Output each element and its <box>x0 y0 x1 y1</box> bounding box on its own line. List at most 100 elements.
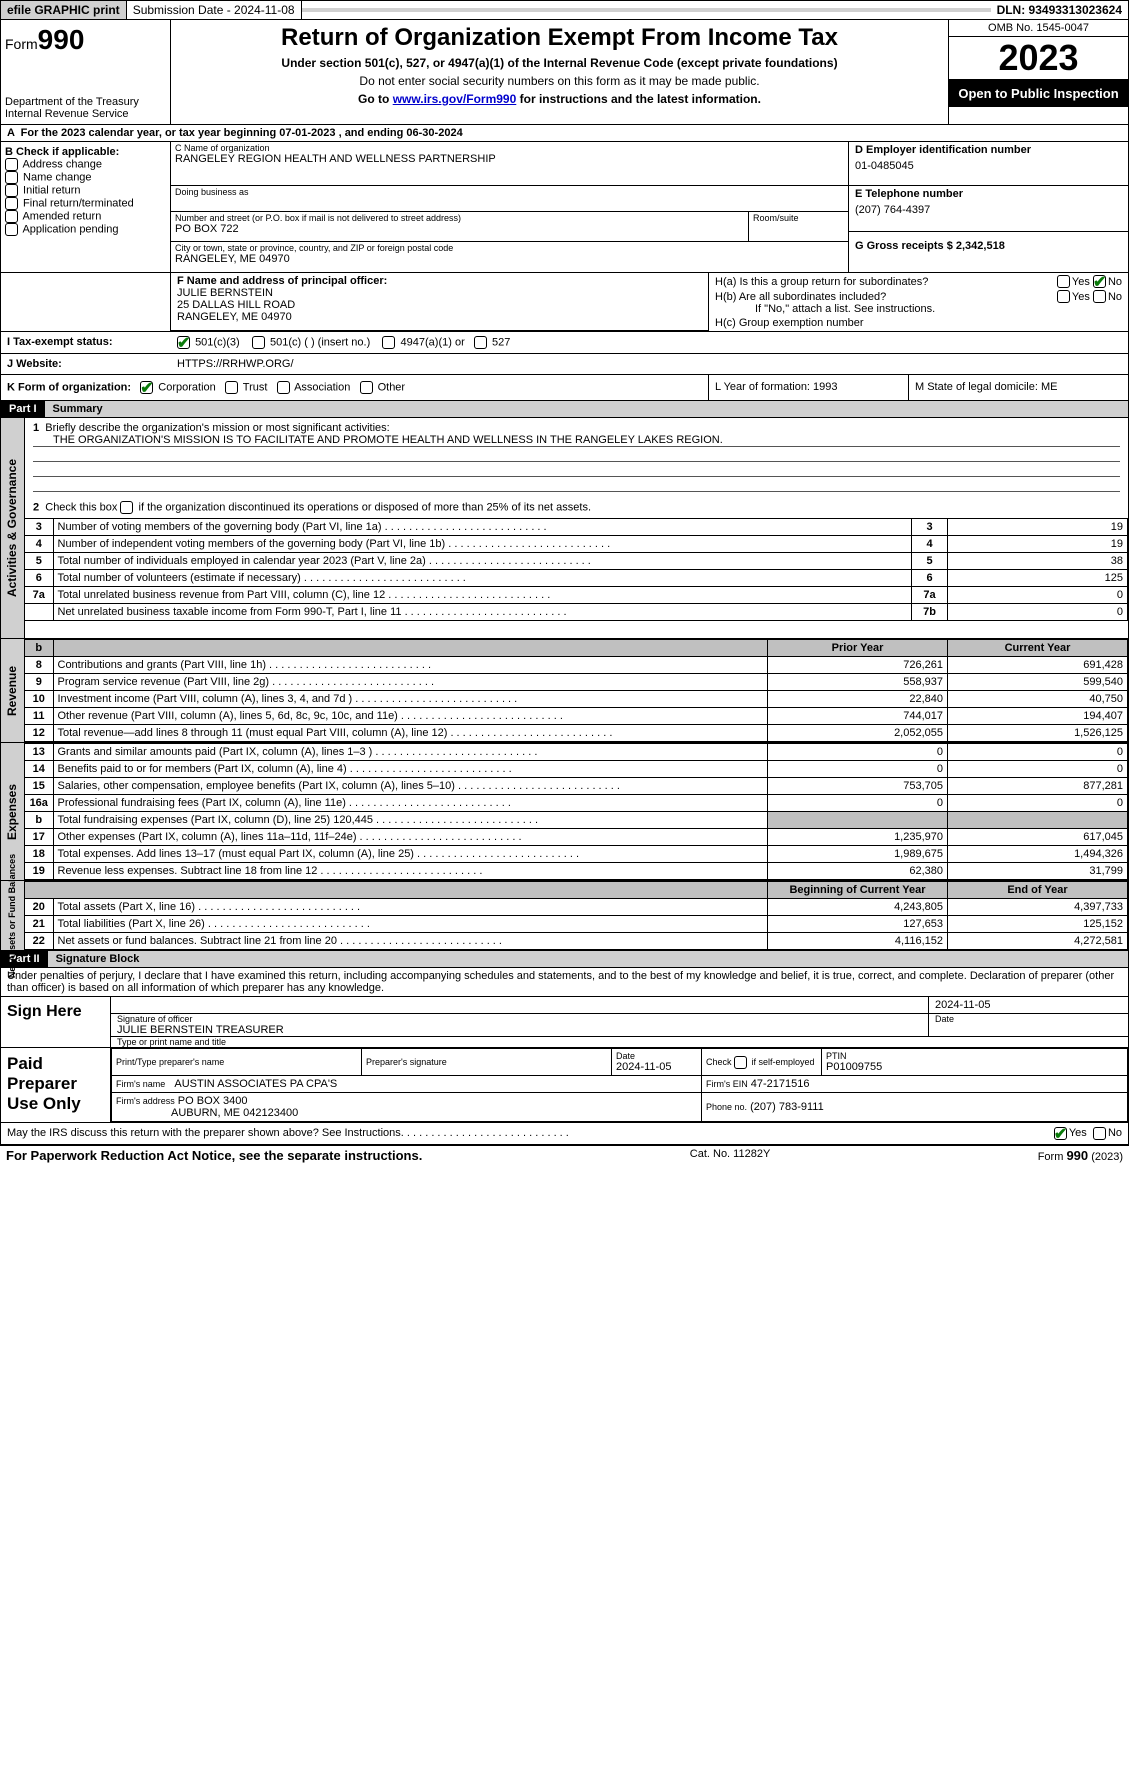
gov-row: Net unrelated business taxable income fr… <box>25 604 1128 621</box>
exp-row: b Total fundraising expenses (Part IX, c… <box>25 812 1128 829</box>
exempt-status-row: I Tax-exempt status: 501(c)(3) 501(c) ( … <box>0 332 1129 354</box>
ssn-warning: Do not enter social security numbers on … <box>175 74 944 88</box>
firm-phone: (207) 783-9111 <box>750 1101 824 1113</box>
hb-yes-checkbox[interactable] <box>1057 290 1070 303</box>
form-header: Form990 Department of the Treasury Inter… <box>0 20 1129 125</box>
city-label: City or town, state or province, country… <box>175 243 844 253</box>
dept-treasury: Department of the Treasury <box>5 96 166 108</box>
sidebar-netassets: Net Assets or Fund Balances <box>8 853 18 977</box>
netassets-table: Beginning of Current Year End of Year20 … <box>25 881 1128 950</box>
boxB-checkbox[interactable] <box>5 184 18 197</box>
omb-number: OMB No. 1545-0047 <box>949 20 1128 37</box>
sign-date: 2024-11-05 <box>928 997 1128 1013</box>
501c3-checkbox[interactable] <box>177 336 190 349</box>
officer-addr1: 25 DALLAS HILL ROAD <box>177 299 702 311</box>
revenue-section: Revenue b Prior Year Current Year8 Contr… <box>0 639 1129 743</box>
entity-block: B Check if applicable: Address change Na… <box>0 142 1129 273</box>
boxB-checkbox[interactable] <box>5 197 18 210</box>
4947-checkbox[interactable] <box>382 336 395 349</box>
boxB-item: Initial return <box>5 184 166 197</box>
boxB-checkbox[interactable] <box>5 158 18 171</box>
street-label: Number and street (or P.O. box if mail i… <box>175 213 744 223</box>
governance-table: 3 Number of voting members of the govern… <box>25 518 1128 621</box>
org-name-label: C Name of organization <box>175 143 844 153</box>
ein-value: 01-0485045 <box>855 160 1122 172</box>
gov-row: 4 Number of independent voting members o… <box>25 536 1128 553</box>
ha-yes-checkbox[interactable] <box>1057 275 1070 288</box>
website-row: J Website: HTTPS://RRHWP.ORG/ <box>0 354 1129 375</box>
h-b: H(b) Are all subordinates included? <box>715 291 1057 303</box>
h-b-note: If "No," attach a list. See instructions… <box>755 303 1122 315</box>
527-checkbox[interactable] <box>474 336 487 349</box>
na-row: 22 Net assets or fund balances. Subtract… <box>25 933 1128 950</box>
firm-ein: 47-2171516 <box>751 1078 810 1090</box>
boxB-item: Name change <box>5 171 166 184</box>
boxB-item: Address change <box>5 158 166 171</box>
boxB-item: Final return/terminated <box>5 197 166 210</box>
discuss-no-checkbox[interactable] <box>1093 1127 1106 1140</box>
rev-row: 9 Program service revenue (Part VIII, li… <box>25 674 1128 691</box>
boxB-checkbox[interactable] <box>5 210 18 223</box>
sidebar-expenses: Expenses <box>6 783 20 839</box>
501c-checkbox[interactable] <box>252 336 265 349</box>
type-name-label: Type or print name and title <box>111 1037 1128 1047</box>
rev-row: 12 Total revenue—add lines 8 through 11 … <box>25 725 1128 742</box>
officer-name: JULIE BERNSTEIN <box>177 287 702 299</box>
mission-text: THE ORGANIZATION'S MISSION IS TO FACILIT… <box>33 434 1120 447</box>
other-checkbox[interactable] <box>360 381 373 394</box>
expenses-table: 13 Grants and similar amounts paid (Part… <box>25 743 1128 880</box>
firm-addr2: AUBURN, ME 042123400 <box>171 1107 298 1119</box>
self-emp-checkbox[interactable] <box>734 1056 747 1069</box>
revenue-table: b Prior Year Current Year8 Contributions… <box>25 639 1128 742</box>
corp-checkbox[interactable] <box>140 381 153 394</box>
q2-checkbox[interactable] <box>120 501 133 514</box>
netassets-section: Net Assets or Fund Balances Beginning of… <box>0 881 1129 951</box>
lineL: L Year of formation: 1993 <box>708 375 908 400</box>
gov-row: 6 Total number of volunteers (estimate i… <box>25 570 1128 587</box>
ptin: P01009755 <box>826 1061 882 1073</box>
street: PO BOX 722 <box>175 223 744 235</box>
exp-row: 15 Salaries, other compensation, employe… <box>25 778 1128 795</box>
open-inspection: Open to Public Inspection <box>949 80 1128 107</box>
cat-no: Cat. No. 11282Y <box>690 1148 771 1163</box>
gross-receipts: G Gross receipts $ 2,342,518 <box>855 240 1122 252</box>
ein-label: D Employer identification number <box>855 144 1122 156</box>
form-title: Return of Organization Exempt From Incom… <box>175 24 944 52</box>
paperwork-notice: For Paperwork Reduction Act Notice, see … <box>6 1148 422 1163</box>
dba-label: Doing business as <box>175 187 844 197</box>
form-id: Form990 <box>5 24 166 56</box>
phone-value: (207) 764-4397 <box>855 204 1122 216</box>
h-a: H(a) Is this a group return for subordin… <box>715 276 1057 288</box>
trust-checkbox[interactable] <box>225 381 238 394</box>
na-row: 21 Total liabilities (Part X, line 26) 1… <box>25 916 1128 933</box>
irs-link[interactable]: www.irs.gov/Form990 <box>393 92 517 106</box>
sub-501c: Under section 501(c), 527, or 4947(a)(1)… <box>281 56 837 70</box>
part1-header: Part I Summary <box>0 401 1129 418</box>
lineJ-label: J Website: <box>1 354 171 374</box>
irs-label: Internal Revenue Service <box>5 108 166 120</box>
discuss-text: May the IRS discuss this return with the… <box>7 1127 1054 1140</box>
org-name: RANGELEY REGION HEALTH AND WELLNESS PART… <box>175 153 844 165</box>
exp-row: 14 Benefits paid to or for members (Part… <box>25 761 1128 778</box>
gov-row: 3 Number of voting members of the govern… <box>25 519 1128 536</box>
sign-here-label: Sign Here <box>1 997 111 1047</box>
discuss-yes-checkbox[interactable] <box>1054 1127 1067 1140</box>
part2-header: Part II Signature Block <box>0 951 1129 968</box>
officer-label: F Name and address of principal officer: <box>177 275 702 287</box>
governance-section: Activities & Governance 1 Briefly descri… <box>0 418 1129 639</box>
exp-row: 19 Revenue less expenses. Subtract line … <box>25 863 1128 880</box>
boxB-item: Application pending <box>5 223 166 236</box>
boxB-checkbox[interactable] <box>5 223 18 236</box>
boxB-checkbox[interactable] <box>5 171 18 184</box>
page-footer: For Paperwork Reduction Act Notice, see … <box>0 1145 1129 1165</box>
assoc-checkbox[interactable] <box>277 381 290 394</box>
efile-label[interactable]: efile GRAPHIC print <box>1 1 127 19</box>
officer-block: F Name and address of principal officer:… <box>0 273 1129 332</box>
ha-no-checkbox[interactable] <box>1093 275 1106 288</box>
sidebar-governance: Activities & Governance <box>6 459 20 597</box>
paid-preparer-label: Paid Preparer Use Only <box>1 1048 111 1122</box>
exp-row: 16a Professional fundraising fees (Part … <box>25 795 1128 812</box>
rev-row: 8 Contributions and grants (Part VIII, l… <box>25 657 1128 674</box>
officer-sig: JULIE BERNSTEIN TREASURER <box>117 1024 922 1036</box>
hb-no-checkbox[interactable] <box>1093 290 1106 303</box>
